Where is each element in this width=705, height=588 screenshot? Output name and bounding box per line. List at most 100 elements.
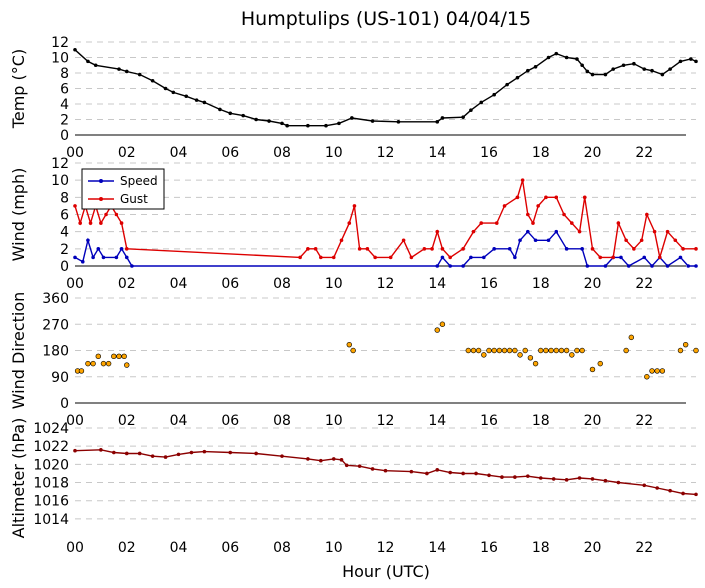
data-point [163, 455, 168, 459]
chart-title: Humptulips (US-101) 04/04/15 [241, 8, 531, 30]
data-point [280, 454, 284, 458]
x-tick-label: 06 [221, 145, 239, 161]
data-point [694, 247, 698, 251]
data-point [554, 195, 559, 200]
x-tick-label: 18 [532, 540, 550, 556]
data-point [116, 353, 122, 360]
data-point [650, 264, 654, 268]
x-tick-label: 04 [170, 413, 188, 429]
legend: Speed Gust [81, 168, 165, 210]
data-point [632, 61, 636, 66]
data-point [189, 450, 194, 455]
x-tick-label: 14 [428, 276, 446, 292]
data-point [694, 492, 698, 497]
data-point [597, 360, 603, 367]
data-point [496, 347, 503, 354]
x-tick-label: 02 [118, 413, 136, 429]
data-point [104, 212, 108, 217]
x-tick-label: 00 [66, 540, 84, 556]
y-tick-label: 4 [60, 225, 69, 241]
data-point [538, 476, 543, 480]
data-point [130, 264, 134, 268]
data-point [482, 255, 486, 260]
data-point [500, 475, 504, 479]
data-point [522, 347, 528, 354]
data-point [628, 334, 635, 341]
x-tick-label: 00 [66, 413, 84, 429]
data-point [548, 347, 554, 354]
data-point [582, 195, 587, 200]
data-point [518, 238, 522, 243]
data-point [624, 238, 628, 243]
data-point [479, 221, 484, 225]
data-point [202, 449, 207, 454]
data-point [241, 113, 245, 118]
data-point [324, 123, 328, 128]
data-point [513, 255, 517, 260]
data-point [579, 347, 585, 354]
data-point [659, 368, 666, 374]
y-tick-label: 180 [42, 344, 69, 360]
data-point [435, 229, 440, 234]
data-point [526, 474, 530, 478]
data-point [654, 368, 660, 374]
data-point [228, 111, 233, 116]
y-tick-label: 8 [60, 66, 69, 82]
data-point [306, 123, 310, 128]
legend-label-gust: Gust [120, 192, 148, 206]
data-point [668, 488, 672, 493]
x-tick-label: 06 [221, 276, 239, 292]
data-point [440, 247, 445, 251]
data-point [505, 82, 509, 87]
data-point [119, 247, 124, 251]
data-point [267, 119, 271, 123]
data-point [73, 47, 77, 52]
x-tick-label: 18 [532, 145, 550, 161]
data-point [590, 247, 595, 251]
x-tick-label: 18 [532, 276, 550, 292]
data-point [344, 463, 349, 468]
data-point [78, 221, 82, 225]
data-point [254, 117, 258, 122]
data-point [527, 355, 534, 361]
data-point [621, 63, 626, 68]
data-point [440, 116, 445, 120]
y-tick-label: 12 [51, 156, 69, 172]
y-tick-label: 0 [60, 128, 69, 144]
data-point [475, 347, 482, 354]
data-point [306, 457, 310, 461]
data-point [95, 353, 101, 360]
x-tick-label: 08 [273, 540, 291, 556]
data-point [491, 347, 497, 354]
data-point [99, 221, 103, 225]
data-point [306, 247, 310, 251]
data-point [370, 467, 375, 471]
data-point [532, 360, 539, 367]
data-point [603, 478, 608, 483]
y-tick-label: 1024 [33, 421, 69, 437]
data-point [124, 451, 129, 456]
data-point [507, 347, 513, 354]
x-tick-label: 22 [635, 413, 653, 429]
data-point [430, 247, 434, 251]
data-point [184, 94, 189, 99]
data-point [313, 247, 318, 251]
data-point [80, 259, 85, 264]
data-point [112, 450, 116, 455]
x-tick-label: 16 [480, 276, 498, 292]
data-point [580, 247, 584, 251]
data-point [486, 347, 492, 354]
data-point [202, 100, 207, 105]
data-point [401, 238, 406, 243]
x-tick-label: 10 [325, 540, 343, 556]
data-point [694, 59, 698, 64]
data-point [448, 255, 452, 260]
x-tick-label: 20 [584, 540, 602, 556]
data-point [396, 120, 401, 124]
y-tick-label: 1020 [33, 457, 69, 473]
data-point [492, 247, 496, 251]
data-point [603, 264, 608, 268]
data-point [603, 72, 608, 77]
data-point [649, 368, 655, 374]
x-tick-label: 04 [170, 145, 188, 161]
